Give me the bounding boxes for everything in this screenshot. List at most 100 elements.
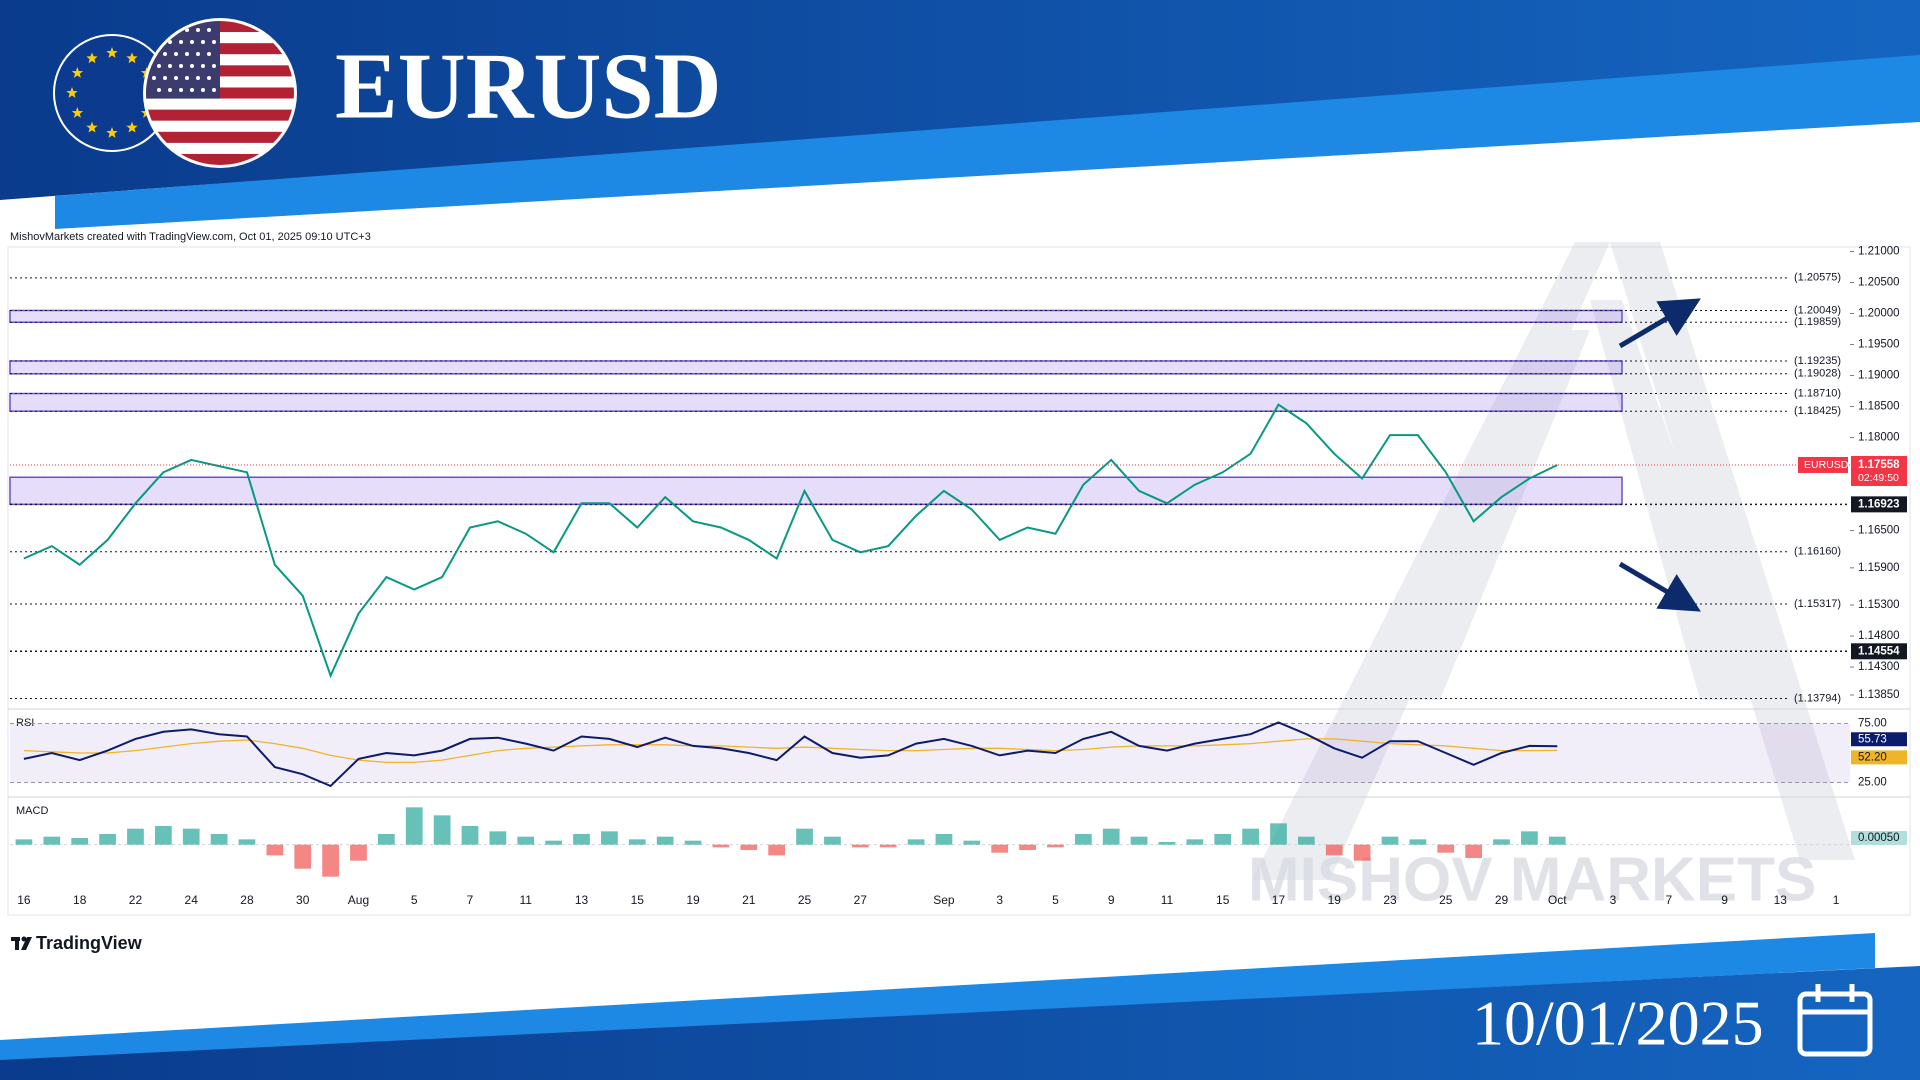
us-star bbox=[163, 76, 167, 80]
countdown: 02:49:50 bbox=[1858, 472, 1899, 484]
rsi-current-label: 55.73 bbox=[1858, 733, 1887, 745]
x-tick-label: 7 bbox=[1665, 893, 1672, 907]
us-star bbox=[163, 52, 167, 56]
us-star bbox=[152, 76, 156, 80]
macd-bar bbox=[740, 844, 758, 850]
x-tick-label: 7 bbox=[467, 893, 474, 907]
rsi-current-tag bbox=[1851, 732, 1907, 747]
x-tick-label: 19 bbox=[1328, 893, 1342, 907]
x-tick-label: 24 bbox=[185, 893, 199, 907]
us-stripe bbox=[146, 120, 294, 132]
macd-bar bbox=[963, 840, 981, 845]
header-stripe bbox=[55, 52, 1920, 229]
eu-star bbox=[71, 67, 84, 78]
us-star bbox=[157, 64, 161, 68]
y-tick-label: 1.21000 bbox=[1858, 246, 1900, 258]
level-label: (1.19028) bbox=[1794, 368, 1841, 380]
macd-bar bbox=[182, 828, 200, 845]
us-stripe bbox=[146, 142, 294, 155]
watermark-logo bbox=[1252, 242, 1855, 880]
macd-bar bbox=[378, 834, 395, 845]
x-tick-label: 11 bbox=[1161, 893, 1174, 907]
macd-bar bbox=[71, 838, 89, 845]
macd-bar bbox=[43, 836, 61, 845]
rsi-title: RSI bbox=[16, 717, 34, 729]
level-label: (1.15317) bbox=[1794, 598, 1841, 610]
chart-frame bbox=[7, 246, 1911, 916]
zone bbox=[9, 360, 1623, 375]
us-star bbox=[185, 52, 189, 56]
marked-level-tag bbox=[1851, 496, 1907, 513]
x-tick-label: 30 bbox=[296, 893, 310, 907]
macd-bar bbox=[628, 839, 646, 845]
macd-bar bbox=[1353, 844, 1371, 861]
macd-bar bbox=[1409, 839, 1427, 845]
macd-bar bbox=[1130, 836, 1148, 845]
eu-star bbox=[126, 121, 138, 133]
us-star bbox=[201, 88, 205, 92]
us-star bbox=[174, 52, 178, 56]
macd-bar bbox=[517, 836, 535, 845]
us-star bbox=[196, 28, 200, 32]
us-star bbox=[168, 40, 172, 44]
macd-bar bbox=[768, 844, 786, 856]
marked-level-label: 1.16923 bbox=[1858, 498, 1900, 510]
macd-bar bbox=[879, 844, 897, 848]
macd-bar bbox=[127, 828, 144, 845]
macd-bar bbox=[684, 840, 702, 845]
symbol-label: EURUSD bbox=[1804, 459, 1849, 471]
x-tick-label: 25 bbox=[798, 893, 812, 907]
us-star bbox=[174, 76, 178, 80]
us-flag bbox=[146, 21, 294, 165]
y-tick-label: 1.19000 bbox=[1858, 370, 1900, 382]
macd-bar bbox=[210, 834, 228, 845]
macd-bar bbox=[1548, 836, 1566, 845]
us-star bbox=[179, 40, 183, 44]
us-stripe bbox=[146, 131, 294, 143]
x-tick-label: 28 bbox=[240, 893, 254, 907]
current-price-tag bbox=[1851, 455, 1907, 486]
marked-level-tag bbox=[1851, 643, 1907, 660]
symbol-tag bbox=[1798, 456, 1848, 473]
x-tick-label: 17 bbox=[1272, 893, 1286, 907]
macd-bar bbox=[1521, 831, 1538, 845]
level-label: (1.18710) bbox=[1794, 387, 1841, 399]
macd-bar bbox=[1019, 844, 1036, 850]
x-tick-label: 19 bbox=[686, 893, 700, 907]
y-tick-label: 1.16500 bbox=[1858, 525, 1900, 537]
eu-star bbox=[126, 52, 138, 64]
level-label: (1.20575) bbox=[1794, 272, 1841, 284]
x-tick-label: 15 bbox=[631, 893, 645, 907]
x-tick-label: 23 bbox=[1383, 893, 1397, 907]
arrow-up bbox=[1618, 298, 1701, 349]
us-stripe bbox=[146, 153, 294, 165]
us-star bbox=[185, 76, 189, 80]
x-tick-label: 1 bbox=[1833, 893, 1840, 907]
zone bbox=[9, 392, 1623, 412]
macd-title: MACD bbox=[16, 805, 48, 817]
macd-bar bbox=[545, 840, 562, 845]
zone bbox=[9, 309, 1623, 324]
macd-bar bbox=[935, 834, 953, 845]
x-tick-label: 18 bbox=[73, 893, 87, 907]
us-star bbox=[201, 64, 205, 68]
us-star bbox=[190, 88, 194, 92]
macd-bar bbox=[489, 831, 507, 845]
us-stripe bbox=[146, 109, 294, 121]
eu-star bbox=[106, 47, 118, 58]
macd-bar bbox=[405, 807, 423, 845]
x-tick-label: 27 bbox=[854, 893, 868, 907]
macd-bar bbox=[461, 826, 479, 845]
macd-bar bbox=[238, 839, 256, 845]
macd-bar bbox=[573, 834, 590, 845]
us-star bbox=[168, 88, 172, 92]
price-line bbox=[23, 403, 1558, 679]
us-stripe bbox=[146, 98, 294, 110]
us-star bbox=[212, 88, 216, 92]
macd-bar bbox=[824, 836, 841, 845]
x-tick-label: 13 bbox=[575, 893, 589, 907]
macd-bar bbox=[99, 834, 116, 845]
us-star bbox=[168, 64, 172, 68]
